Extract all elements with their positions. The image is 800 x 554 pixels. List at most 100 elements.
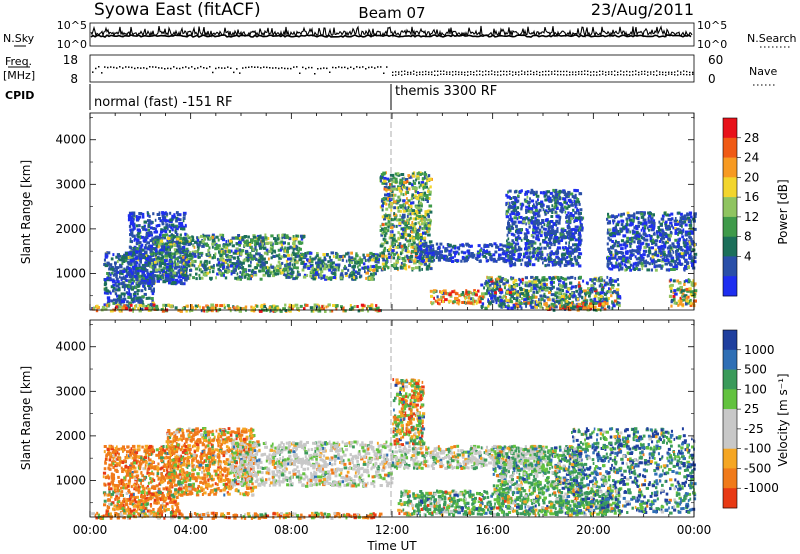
- data-cell: [353, 258, 356, 261]
- data-cell: [444, 247, 447, 250]
- data-cell: [186, 254, 188, 257]
- data-cell: [384, 268, 386, 271]
- data-cell: [331, 251, 335, 254]
- nave-point: [587, 74, 588, 75]
- nave-point: [524, 74, 525, 75]
- freq-point: [515, 72, 516, 73]
- data-cell: [433, 297, 435, 300]
- freq-point: [596, 72, 597, 73]
- nave-point: [452, 74, 453, 75]
- freq-point: [245, 67, 247, 69]
- data-cell: [348, 264, 351, 267]
- data-cell: [176, 238, 179, 241]
- data-cell: [484, 282, 486, 285]
- freq-point: [671, 72, 672, 73]
- data-cell: [274, 251, 276, 254]
- data-cell: [371, 255, 373, 258]
- data-cell: [604, 293, 607, 296]
- data-cell: [176, 233, 179, 236]
- data-cell: [556, 300, 558, 303]
- data-cell: [174, 260, 176, 263]
- data-cell: [510, 243, 513, 246]
- data-cell: [179, 251, 182, 254]
- data-cell: [166, 213, 168, 216]
- data-cell: [505, 194, 508, 197]
- data-cell: [297, 273, 301, 276]
- data-cell: [513, 297, 516, 300]
- data-cell: [119, 270, 122, 273]
- data-cell: [423, 186, 426, 189]
- data-cell: [195, 273, 198, 276]
- data-cell: [564, 257, 567, 260]
- data-cell: [397, 256, 399, 259]
- data-cell: [502, 259, 504, 262]
- freq-point: [140, 67, 142, 69]
- data-cell: [270, 234, 273, 237]
- data-cell: [199, 277, 201, 280]
- freq-point: [449, 71, 450, 72]
- data-cell: [169, 212, 171, 215]
- data-cell: [592, 279, 594, 282]
- data-cell: [232, 244, 235, 247]
- data-cell: [519, 253, 521, 256]
- data-cell: [460, 260, 462, 263]
- data-cell: [369, 252, 372, 255]
- data-cell: [411, 267, 415, 270]
- data-cell: [184, 282, 186, 285]
- data-cell: [357, 266, 359, 269]
- data-cell: [517, 231, 520, 234]
- data-cell: [138, 284, 141, 287]
- data-cell: [281, 262, 283, 265]
- data-cell: [420, 193, 423, 196]
- freq-point: [113, 67, 115, 69]
- data-cell: [190, 238, 192, 241]
- data-cell: [392, 239, 396, 242]
- freq-point: [383, 73, 385, 75]
- freq-point: [569, 72, 570, 73]
- data-cell: [411, 250, 414, 253]
- data-cell: [555, 189, 557, 192]
- data-cell: [253, 255, 255, 258]
- data-cell: [263, 258, 266, 261]
- data-cell: [287, 276, 290, 279]
- data-cell: [198, 274, 200, 277]
- data-cell: [348, 275, 350, 278]
- data-cell: [570, 217, 573, 220]
- freq-point: [512, 71, 513, 72]
- freq-point: [353, 68, 355, 70]
- data-cell: [380, 176, 384, 179]
- nave-point: [434, 75, 435, 76]
- data-cell: [448, 250, 451, 253]
- data-cell: [479, 260, 482, 263]
- data-cell: [187, 243, 190, 246]
- data-cell: [525, 206, 528, 209]
- freq-point: [191, 66, 193, 68]
- freq-point: [257, 66, 259, 68]
- freq-point: [641, 71, 642, 72]
- freq-point: [155, 66, 157, 68]
- data-cell: [408, 265, 410, 268]
- data-cell: [180, 281, 183, 284]
- data-cell: [301, 241, 303, 244]
- data-cell: [531, 240, 534, 243]
- freq-point: [572, 71, 573, 72]
- data-cell: [123, 300, 125, 303]
- freq-point: [248, 67, 250, 69]
- data-cell: [138, 212, 142, 215]
- data-cell: [271, 256, 273, 259]
- freq-point: [104, 66, 106, 68]
- data-cell: [119, 265, 122, 268]
- data-cell: [420, 252, 422, 255]
- data-cell: [402, 216, 405, 219]
- data-cell: [568, 288, 570, 291]
- data-cell: [106, 262, 109, 265]
- freq-point: [545, 71, 546, 72]
- data-cell: [238, 244, 241, 247]
- data-cell: [146, 263, 148, 266]
- data-cell: [483, 286, 485, 289]
- data-cell: [399, 182, 402, 185]
- data-cell: [162, 274, 164, 277]
- data-cell: [140, 289, 143, 292]
- nave-point: [425, 74, 426, 75]
- data-cell: [156, 230, 158, 233]
